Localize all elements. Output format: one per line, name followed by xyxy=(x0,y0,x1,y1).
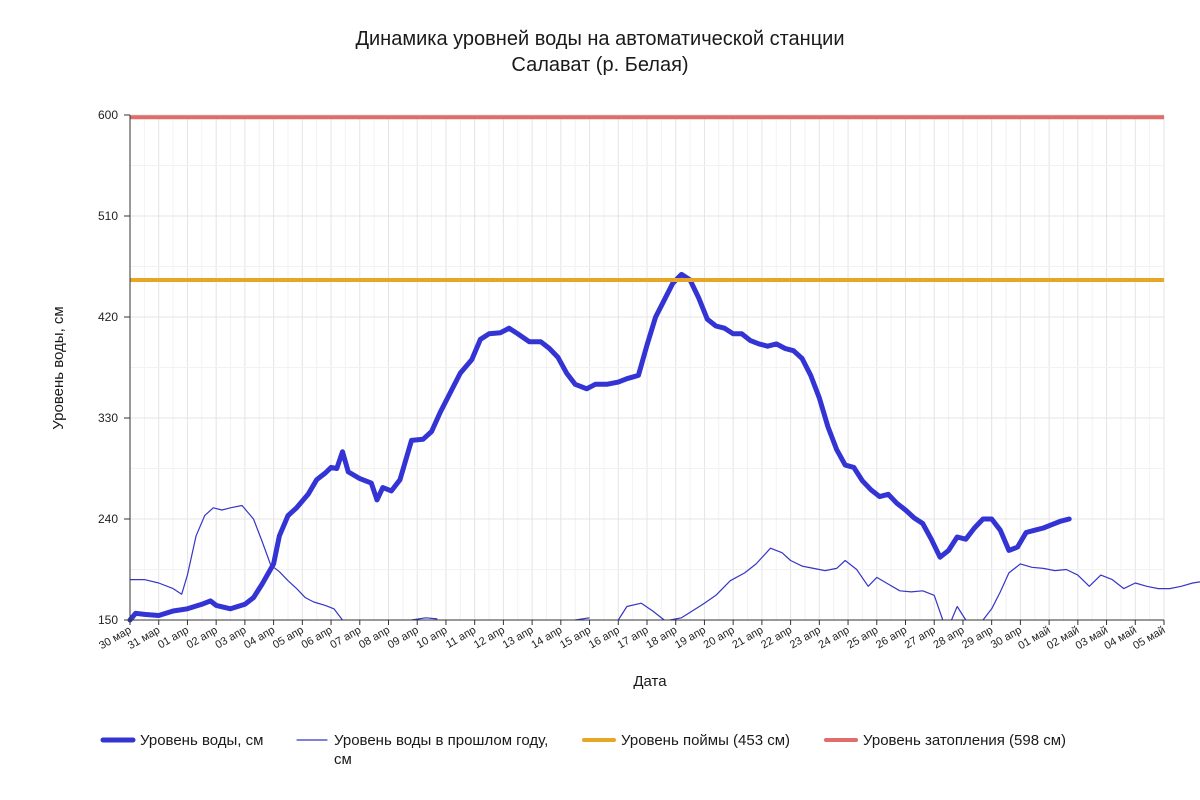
series-line-2-segment xyxy=(411,617,438,621)
x-tick-label: 29 апр xyxy=(960,624,995,651)
legend-label: Уровень воды, см xyxy=(140,732,263,749)
chart-title-line-1: Динамика уровней воды на автоматической … xyxy=(355,28,844,50)
x-tick-label: 04 май xyxy=(1102,624,1138,652)
grid xyxy=(129,114,1165,621)
x-tick-label: 28 апр xyxy=(931,624,966,651)
series-line-2-segment xyxy=(617,602,665,621)
x-tick-label: 22 апр xyxy=(759,624,794,651)
x-tick-label: 16 апр xyxy=(587,624,622,651)
legend-label: Уровень поймы (453 см) xyxy=(621,732,790,749)
x-tick-label: 02 май xyxy=(1045,624,1081,652)
legend-item-4[interactable]: Уровень затопления (598 см) xyxy=(824,732,1066,749)
y-tick-label: 420 xyxy=(98,310,118,324)
chart-title-line-2: Салават (р. Белая) xyxy=(511,54,688,76)
x-tick-label: 03 май xyxy=(1074,624,1110,652)
chart-title: Динамика уровней воды на автоматической … xyxy=(355,28,844,76)
y-tick-label: 510 xyxy=(98,209,118,223)
y-tick-label: 600 xyxy=(98,108,118,122)
y-tick-label: 330 xyxy=(98,411,118,425)
x-tick-label: 15 апр xyxy=(558,624,593,651)
legend[interactable]: Уровень воды, см Уровень воды в прошлом г… xyxy=(100,732,1066,768)
x-tick-label: 09 апр xyxy=(386,624,421,651)
x-tick-label: 10 апр xyxy=(414,624,449,651)
x-tick-label: 23 апр xyxy=(788,624,823,651)
x-tick-label: 05 апр xyxy=(271,624,306,651)
x-tick-label: 31 мар xyxy=(126,624,162,652)
x-tick-label: 24 апр xyxy=(817,624,852,651)
x-tick-label: 04 апр xyxy=(242,624,277,651)
plot-area xyxy=(127,115,1200,623)
x-tick-label: 13 апр xyxy=(501,624,536,651)
x-tick-label: 30 мар xyxy=(97,624,133,652)
x-tick-label: 02 апр xyxy=(185,624,220,651)
x-tick-label: 17 апр xyxy=(616,624,651,651)
series-line-2 xyxy=(130,504,343,621)
x-tick-label: 27 апр xyxy=(903,624,938,651)
x-tick-label: 08 апр xyxy=(357,624,392,651)
series-line-1 xyxy=(127,271,1072,623)
x-tick-label: 07 апр xyxy=(328,624,363,651)
legend-item-3[interactable]: Уровень поймы (453 см) xyxy=(582,732,790,749)
x-tick-label: 05 май xyxy=(1131,624,1167,652)
series-line-2-segment xyxy=(982,563,1200,621)
x-tick-label: 21 апр xyxy=(730,624,765,651)
legend-item-1[interactable]: Уровень воды, см xyxy=(100,732,263,749)
x-tick-label: 19 апр xyxy=(673,624,708,651)
x-tick-label: 20 апр xyxy=(702,624,737,651)
legend-item-2[interactable]: Уровень воды в прошлом году, см xyxy=(296,732,548,768)
x-tick-label: 18 апр xyxy=(644,624,679,651)
x-tick-label: 14 апр xyxy=(529,624,564,651)
x-tick-label: 06 апр xyxy=(300,624,335,651)
x-tick-label: 01 апр xyxy=(156,624,191,651)
y-tick-label: 150 xyxy=(98,613,118,627)
x-tick-label: 03 апр xyxy=(213,624,248,651)
series-line-2-segment xyxy=(950,605,967,621)
legend-label: Уровень затопления (598 см) xyxy=(863,732,1066,749)
legend-label: Уровень воды в прошлом году, см xyxy=(334,732,548,768)
y-tick-label: 240 xyxy=(98,512,118,526)
x-tick-label: 01 май xyxy=(1016,624,1052,652)
x-tick-label: 25 апр xyxy=(845,624,880,651)
y-axis-label: Уровень воды, см xyxy=(50,306,67,429)
x-axis-label: Дата xyxy=(633,673,667,690)
x-tick-label: 26 апр xyxy=(874,624,909,651)
series-line-2-segment xyxy=(669,547,944,621)
x-tick-label: 12 апр xyxy=(472,624,507,651)
x-tick-label: 11 апр xyxy=(444,624,478,651)
